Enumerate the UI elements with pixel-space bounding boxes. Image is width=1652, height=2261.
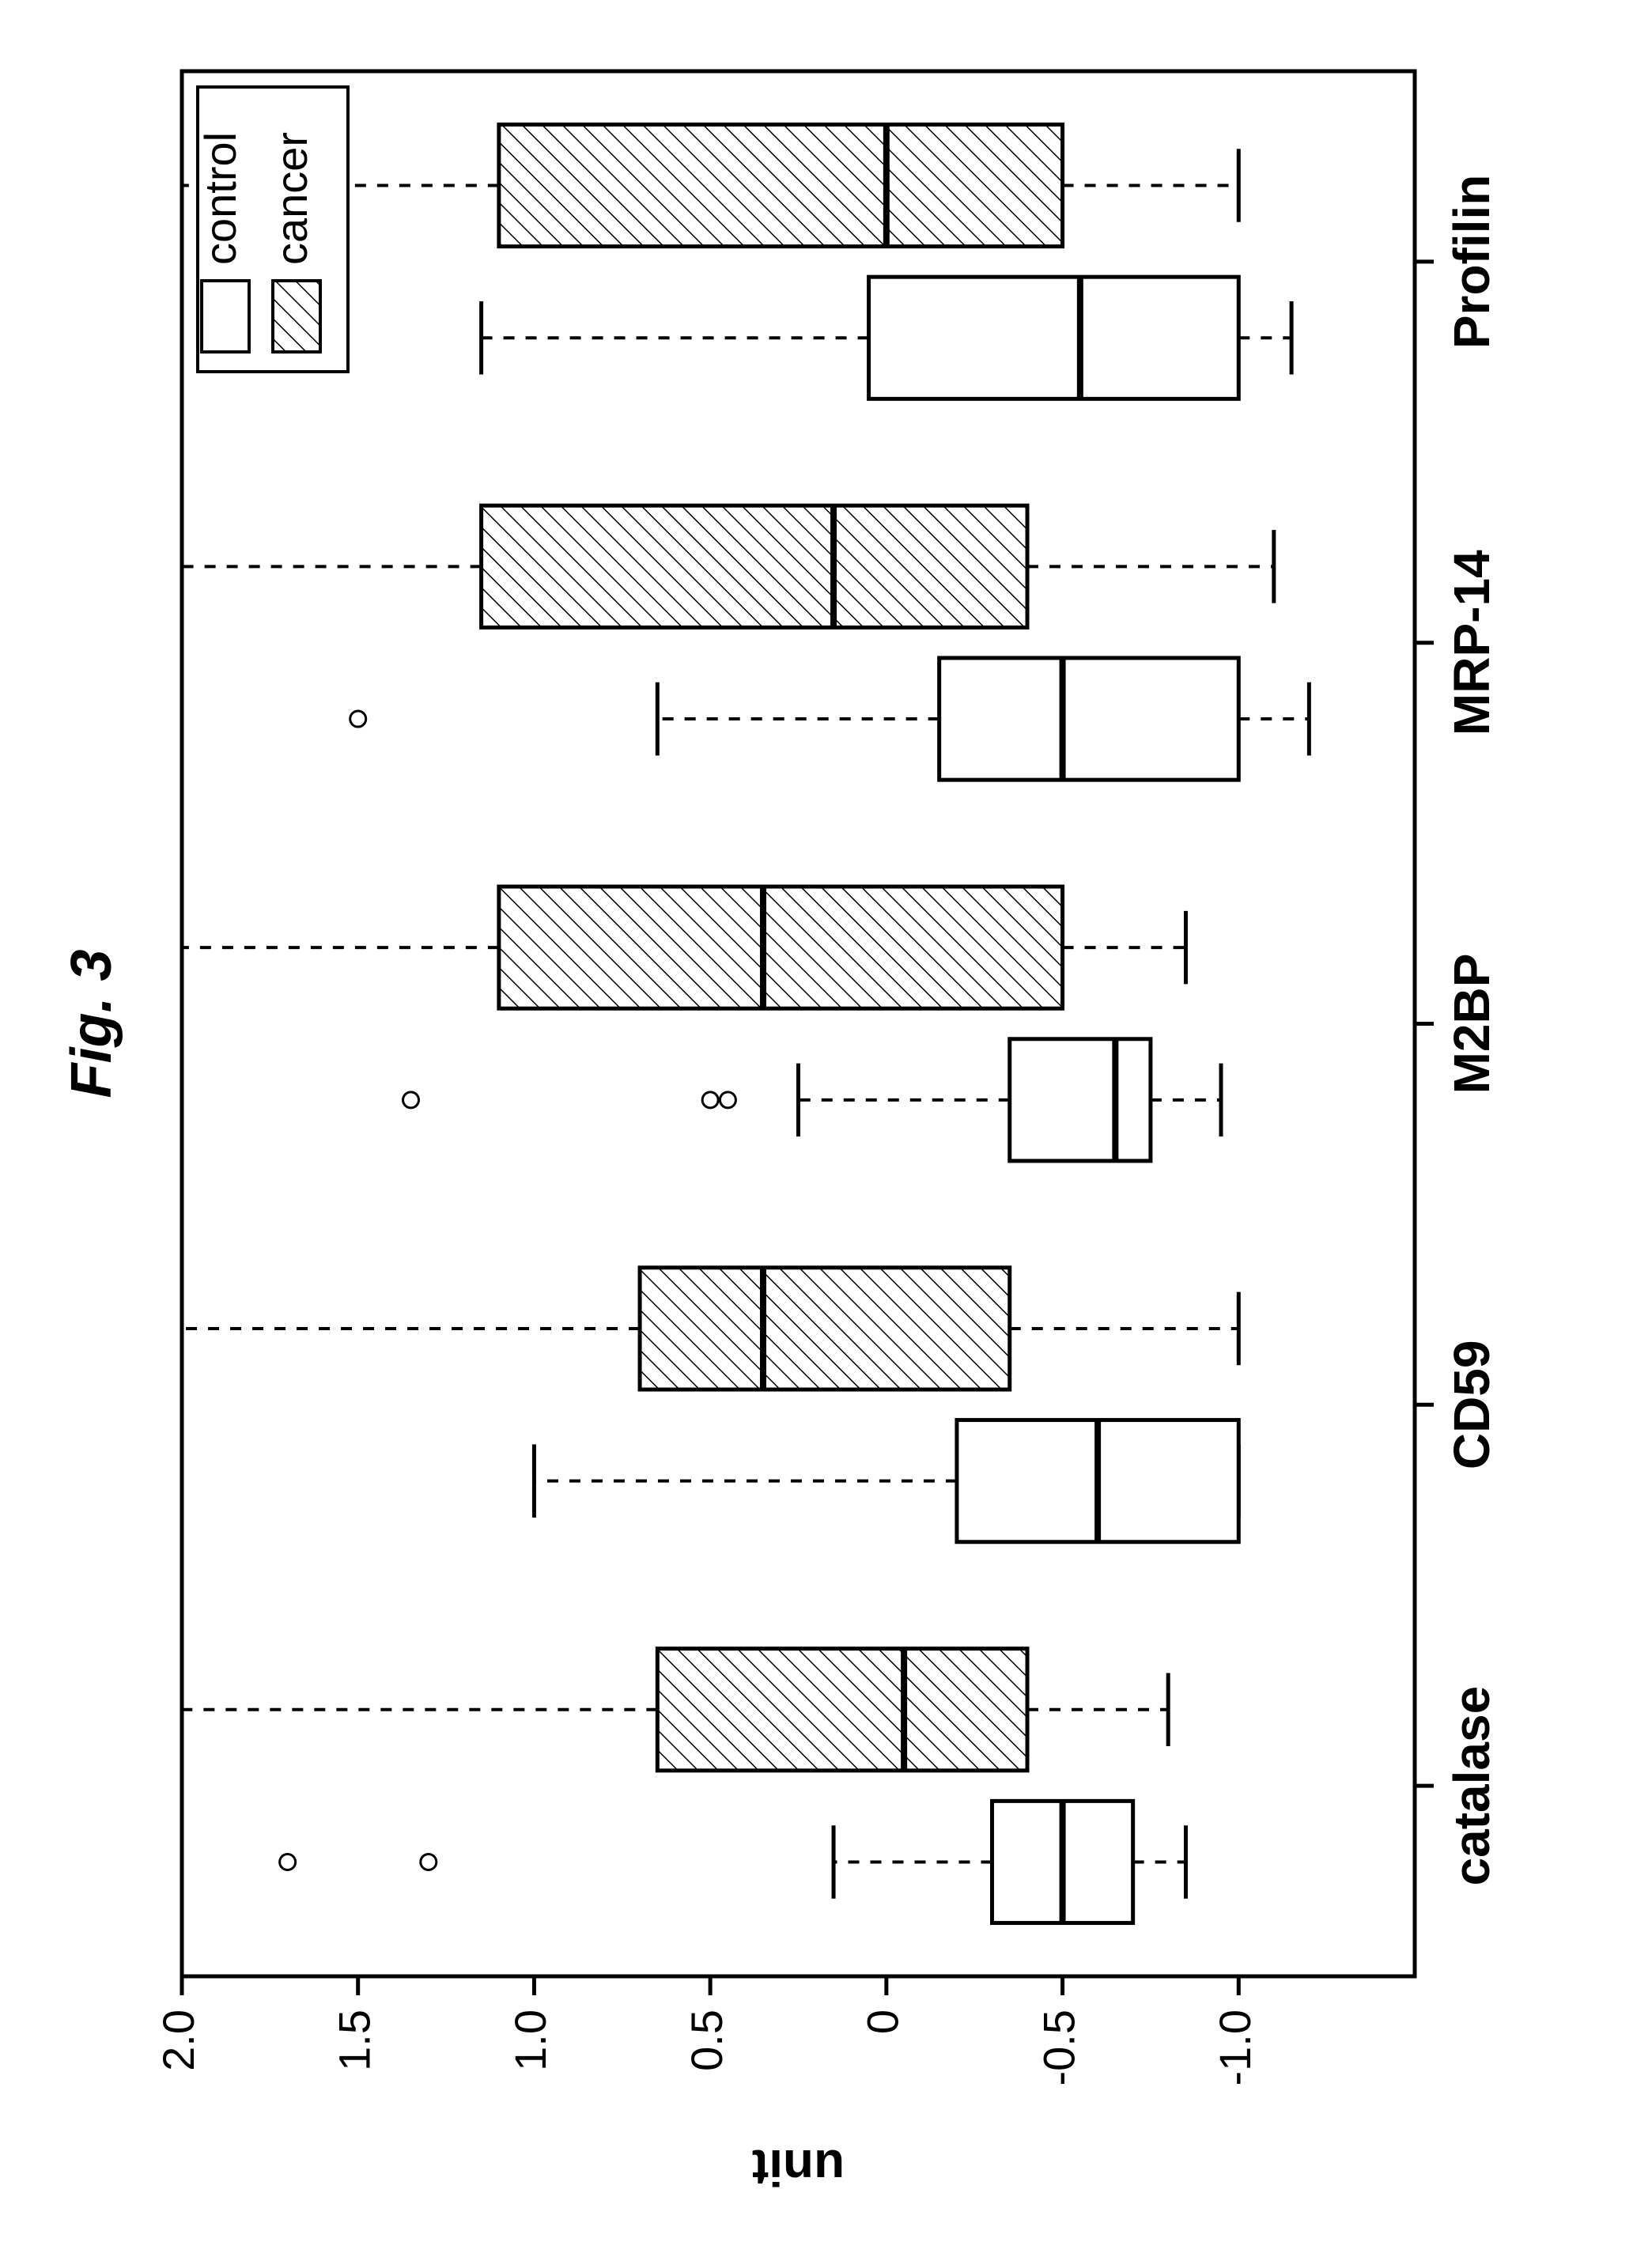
- boxplot: [403, 1039, 1221, 1161]
- y-tick-label: -0.5: [1034, 2010, 1083, 2086]
- y-tick-label: 0: [858, 2010, 908, 2034]
- y-tick-label: 2.0: [153, 2010, 203, 2071]
- y-tick-label: 1.0: [505, 2010, 555, 2071]
- outlier-point: [421, 1854, 437, 1870]
- legend-swatch: [273, 281, 320, 352]
- legend-label: cancer: [267, 132, 316, 265]
- boxplot: [182, 1649, 1168, 1771]
- outlier-point: [280, 1854, 296, 1870]
- boxplot: [280, 1801, 1186, 1923]
- figure-canvas: -1.0 -0.5 0 0.5 1.0 1.5 2.0 unit catalase CD59 M2B…: [0, 0, 1652, 2261]
- boxplot: [534, 1420, 1238, 1542]
- y-tick-label: 0.5: [682, 2010, 731, 2071]
- legend-swatch: [202, 281, 249, 352]
- boxplot: [350, 658, 1310, 780]
- boxplot: [482, 277, 1291, 399]
- legend-label: control: [195, 132, 245, 265]
- boxplot: [182, 1268, 1238, 1389]
- y-axis-label: unit: [752, 2139, 845, 2196]
- x-tick-label: M2BP: [1443, 954, 1500, 1095]
- legend: control cancer: [195, 87, 348, 372]
- boxplot: [182, 887, 1185, 1008]
- x-tick-label: Profilin: [1443, 175, 1500, 349]
- y-tick-label: 1.5: [330, 2010, 380, 2071]
- outlier-point: [403, 1092, 419, 1108]
- outlier-point: [350, 711, 366, 727]
- boxplot: [182, 505, 1274, 627]
- x-tick-label: CD59: [1443, 1340, 1500, 1469]
- outlier-point: [720, 1092, 735, 1108]
- x-tick-label: MRP-14: [1443, 550, 1500, 735]
- outlier-point: [702, 1092, 718, 1108]
- x-tick-label: catalase: [1443, 1686, 1500, 1886]
- figure-title: Fig. 3: [60, 949, 123, 1098]
- y-tick-label: -1.0: [1210, 2010, 1260, 2086]
